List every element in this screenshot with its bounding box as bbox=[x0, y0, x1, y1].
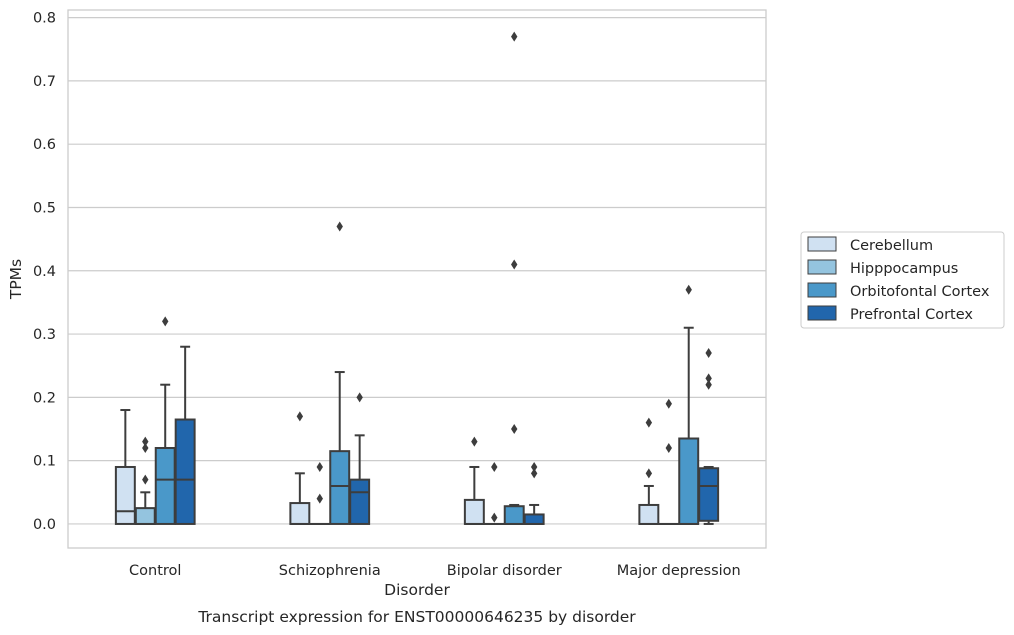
outlier-point bbox=[511, 31, 518, 42]
box-rect bbox=[329, 450, 351, 525]
y-tick-label: 0.3 bbox=[33, 327, 56, 343]
x-tick-label: Major depression bbox=[617, 563, 741, 579]
outlier-point bbox=[530, 468, 538, 479]
box-group bbox=[134, 436, 156, 525]
legend-label: Cerebellum bbox=[850, 238, 933, 254]
box-rect bbox=[134, 507, 156, 525]
x-axis-title: Disorder bbox=[384, 581, 450, 599]
box-rect bbox=[174, 418, 196, 525]
y-tick-label: 0.6 bbox=[33, 137, 56, 153]
box-rect bbox=[523, 513, 545, 525]
chart-caption: Transcript expression for ENST0000064623… bbox=[197, 608, 636, 626]
outlier-point bbox=[491, 512, 498, 523]
outlier-point bbox=[336, 221, 343, 232]
outlier-point bbox=[142, 436, 149, 447]
box-group bbox=[658, 398, 680, 525]
box-rect bbox=[114, 465, 136, 525]
legend-label: Orbitofontal Cortex bbox=[850, 284, 990, 300]
y-tick-label: 0.5 bbox=[33, 200, 56, 216]
legend-swatch bbox=[807, 236, 837, 252]
legend-label: Prefrontal Cortex bbox=[850, 307, 973, 323]
legend-swatch bbox=[807, 259, 837, 275]
outlier-point bbox=[530, 461, 538, 472]
outlier-point bbox=[356, 392, 363, 403]
outlier-point bbox=[316, 493, 323, 504]
y-tick-label: 0.4 bbox=[33, 264, 56, 280]
outlier-point bbox=[665, 398, 672, 409]
box-group bbox=[289, 411, 311, 525]
axes-frame bbox=[67, 9, 767, 549]
y-tick-label: 0.0 bbox=[33, 517, 56, 533]
outlier-point bbox=[162, 316, 169, 327]
y-tick-label: 0.1 bbox=[33, 454, 56, 470]
box-group bbox=[463, 436, 485, 525]
outlier-point bbox=[685, 284, 692, 295]
box-rect bbox=[349, 478, 371, 525]
box-rect bbox=[289, 502, 311, 525]
outlier-point bbox=[705, 373, 712, 384]
outlier-point bbox=[511, 259, 518, 270]
box-rect bbox=[503, 505, 525, 525]
outlier-point bbox=[491, 461, 498, 472]
box-plot-area bbox=[114, 31, 720, 525]
x-axis-ticks: Control Schizophrenia Bipolar disorder Majo… bbox=[129, 563, 741, 579]
box-group bbox=[114, 409, 136, 525]
y-axis-ticks: 0.0 0.1 0.2 0.3 0.4 0.5 0.6 0.7 0.8 bbox=[33, 11, 56, 533]
box-rect bbox=[463, 498, 485, 525]
outlier-point bbox=[142, 474, 149, 485]
box-group bbox=[154, 316, 176, 525]
box-group bbox=[638, 417, 660, 525]
box-rect bbox=[154, 446, 176, 525]
legend-frame bbox=[800, 231, 1005, 329]
outlier-point bbox=[645, 417, 653, 428]
outlier-point bbox=[296, 411, 304, 422]
box-rect bbox=[638, 503, 660, 525]
box-group bbox=[309, 461, 331, 525]
outlier-point bbox=[316, 461, 323, 472]
x-tick-label: Bipolar disorder bbox=[447, 563, 562, 579]
box-group bbox=[503, 31, 525, 525]
outlier-point bbox=[471, 436, 478, 447]
box-group bbox=[174, 345, 196, 525]
legend-label: Hipppocampus bbox=[850, 261, 958, 277]
box-group bbox=[483, 461, 505, 525]
outlier-point bbox=[705, 379, 712, 390]
outlier-point bbox=[142, 442, 149, 453]
legend-swatch bbox=[807, 305, 837, 321]
legend-swatch bbox=[807, 282, 837, 298]
box-rect bbox=[698, 467, 720, 522]
legend: Cerebellum Hipppocampus Orbitofontal Corte… bbox=[800, 231, 1005, 329]
box-group bbox=[349, 392, 371, 525]
x-tick-label: Schizophrenia bbox=[279, 563, 381, 579]
outlier-point bbox=[511, 424, 518, 435]
box-rect bbox=[678, 437, 700, 525]
box-group bbox=[698, 348, 720, 525]
y-tick-label: 0.7 bbox=[33, 74, 56, 90]
box-group bbox=[678, 284, 700, 525]
y-axis-title: TPMs bbox=[7, 259, 25, 300]
box-group bbox=[329, 221, 351, 525]
y-tick-label: 0.8 bbox=[33, 11, 56, 27]
x-tick-label: Control bbox=[129, 563, 181, 579]
y-tick-label: 0.2 bbox=[33, 390, 56, 406]
outlier-point bbox=[645, 468, 653, 479]
outlier-point bbox=[705, 348, 712, 359]
box-group bbox=[523, 461, 545, 525]
outlier-point bbox=[665, 442, 672, 453]
